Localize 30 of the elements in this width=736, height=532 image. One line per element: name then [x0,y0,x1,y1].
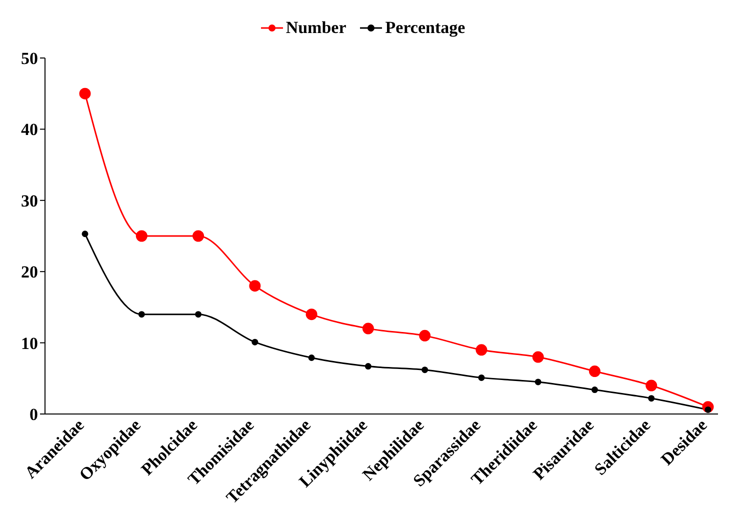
point [136,230,148,242]
point [364,363,372,370]
legend-label: Percentage [384,18,466,38]
point [646,380,658,392]
point [252,338,258,346]
point [308,354,315,361]
point [138,311,145,318]
point [306,308,318,320]
legend-label: Number [284,18,346,38]
point [419,330,431,342]
y-tick-label: 40 [21,120,38,140]
point [82,230,88,238]
point [192,230,204,242]
y-tick-label: 30 [21,191,38,210]
y-tick-label: 0 [30,405,38,424]
point [362,322,374,334]
y-tick-label: 20 [21,262,38,282]
point [478,374,485,381]
point [79,88,91,100]
point [591,386,598,394]
point [476,344,488,356]
point [648,395,655,402]
point [532,351,544,363]
point [588,366,600,378]
point [249,280,261,292]
y-tick-label: 10 [21,334,38,353]
y-tick-label: 50 [21,49,38,68]
point [195,311,202,318]
point [534,378,542,386]
point [422,366,428,374]
